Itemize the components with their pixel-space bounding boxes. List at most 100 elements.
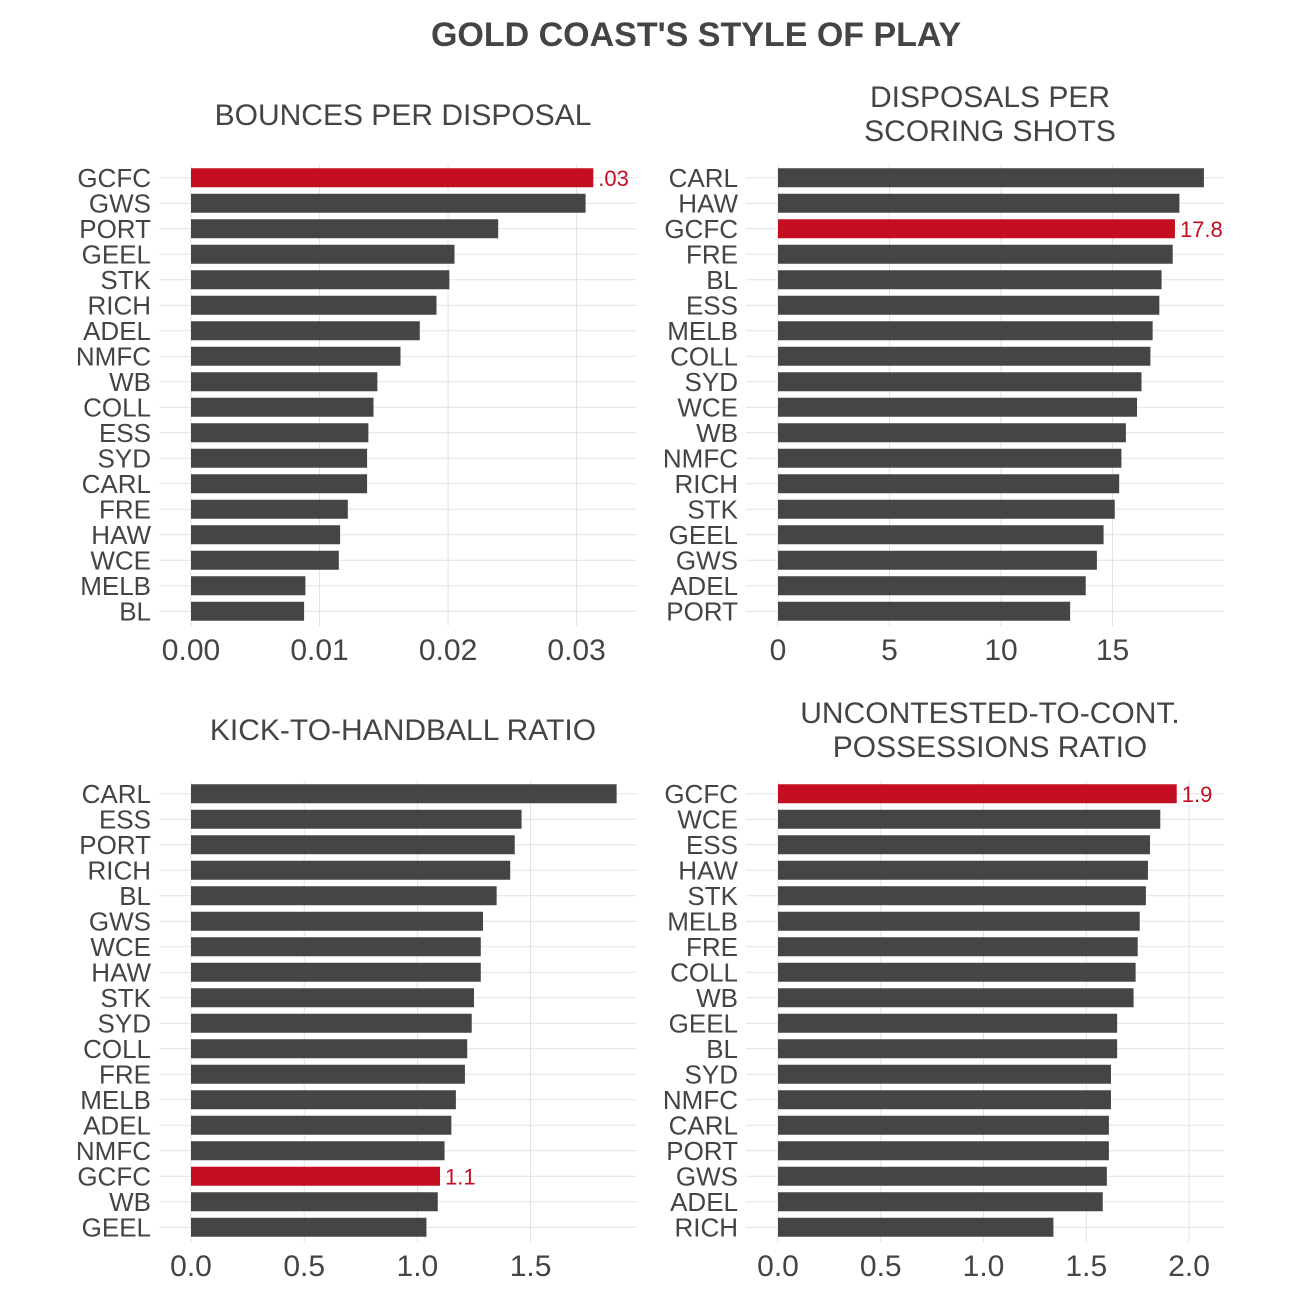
bar: [778, 270, 1162, 290]
highlight-value-label: 1.1: [445, 1164, 476, 1189]
category-label: PORT: [666, 596, 738, 626]
category-label: WB: [109, 367, 151, 397]
bar: [191, 835, 515, 855]
highlight-bar: [778, 784, 1177, 804]
x-tick-label: 1.0: [963, 1250, 1005, 1283]
category-label: SYD: [98, 1008, 151, 1038]
bar: [778, 1192, 1103, 1212]
bar: [191, 988, 474, 1008]
category-label: COLL: [83, 1034, 151, 1064]
category-label: ESS: [686, 830, 738, 860]
bar: [191, 809, 522, 829]
bar: [778, 962, 1136, 982]
panel-bounces-per-disposal: BOUNCES PER DISPOSAL 0.00 0.01 0.02 0.03 GCFC…: [76, 99, 637, 667]
bar: [191, 1192, 438, 1212]
bar: [191, 525, 341, 545]
bar: [778, 1064, 1111, 1084]
bar: [191, 295, 437, 315]
category-label: ADEL: [83, 1110, 151, 1140]
category-label: PORT: [666, 1136, 738, 1166]
category-label: FRE: [686, 932, 738, 962]
bar: [778, 1141, 1109, 1161]
panel-title: DISPOSALS PER: [870, 81, 1110, 114]
category-label: STK: [100, 983, 151, 1013]
bar: [191, 448, 368, 468]
panel-title: UNCONTESTED-TO-CONT.: [800, 697, 1179, 730]
panel-uncontested-to-contested-ratio: UNCONTESTED-TO-CONT.POSSESSIONS RATIO 0.0…: [663, 697, 1224, 1283]
category-label: GCFC: [664, 214, 738, 244]
x-tick-label: 1.5: [1065, 1250, 1107, 1283]
panel-kick-to-handball-ratio: KICK-TO-HANDBALL RATIO 0.0 0.5 1.0 1.5 CARLES…: [76, 714, 637, 1283]
category-label: WB: [696, 418, 738, 448]
category-label: BL: [119, 596, 151, 626]
bar: [191, 397, 374, 417]
category-label: STK: [687, 881, 738, 911]
category-label: GWS: [676, 1161, 738, 1191]
bar: [778, 860, 1148, 880]
bar: [778, 1013, 1118, 1033]
highlight-bar: [191, 168, 594, 188]
bar: [191, 321, 420, 341]
category-label: GEEL: [669, 1008, 738, 1038]
x-tick-label: 0.0: [757, 1250, 799, 1283]
category-label: CARL: [669, 163, 738, 193]
bar: [778, 397, 1138, 417]
panel-title: KICK-TO-HANDBALL RATIO: [210, 714, 596, 747]
category-label: NMFC: [76, 341, 151, 371]
bar: [778, 474, 1120, 494]
category-label: WB: [109, 1187, 151, 1217]
category-label: MELB: [80, 1085, 151, 1115]
category-label: GWS: [89, 188, 151, 218]
bar: [778, 886, 1146, 906]
x-tick-label: 1.0: [397, 1250, 439, 1283]
panel-title: SCORING SHOTS: [864, 115, 1116, 148]
category-label: HAW: [678, 188, 738, 218]
category-label: BL: [706, 265, 738, 295]
category-label: RICH: [87, 855, 151, 885]
bar: [191, 860, 511, 880]
highlight-bar: [191, 1166, 441, 1186]
category-label: COLL: [670, 957, 738, 987]
bar: [191, 423, 369, 443]
bar: [191, 962, 481, 982]
bar: [778, 550, 1097, 570]
x-tick-label: 0.02: [419, 634, 477, 667]
bar: [778, 1166, 1107, 1186]
category-label: NMFC: [663, 443, 738, 473]
x-tick-label: 0.5: [860, 1250, 902, 1283]
x-tick-label: 10: [984, 634, 1017, 667]
category-label: ESS: [99, 804, 151, 834]
category-label: STK: [100, 265, 151, 295]
x-tick-label: 0.01: [290, 634, 348, 667]
category-label: GWS: [89, 906, 151, 936]
x-tick-label: 0.00: [162, 634, 220, 667]
bar: [778, 372, 1142, 392]
bar: [778, 1039, 1118, 1059]
category-label: MELB: [667, 316, 738, 346]
bar: [191, 270, 450, 290]
bar: [778, 525, 1104, 545]
bar: [191, 550, 339, 570]
bar: [191, 193, 586, 213]
category-label: GCFC: [664, 779, 738, 809]
x-tick-label: 5: [881, 634, 898, 667]
bar: [191, 937, 481, 957]
bar: [191, 244, 455, 264]
category-label: WCE: [90, 932, 151, 962]
category-label: ESS: [99, 418, 151, 448]
bar: [191, 474, 368, 494]
highlight-value-label: 17.8: [1180, 217, 1223, 242]
category-label: COLL: [83, 392, 151, 422]
category-label: BL: [119, 881, 151, 911]
category-label: HAW: [91, 520, 151, 550]
x-tick-label: 0.03: [547, 634, 605, 667]
category-label: WCE: [677, 804, 738, 834]
bar: [191, 1141, 445, 1161]
bar: [191, 1115, 452, 1135]
bar: [778, 295, 1160, 315]
category-label: RICH: [674, 469, 738, 499]
bar: [778, 1115, 1109, 1135]
highlight-bar: [778, 219, 1175, 239]
category-label: NMFC: [76, 1136, 151, 1166]
bar: [191, 911, 484, 931]
